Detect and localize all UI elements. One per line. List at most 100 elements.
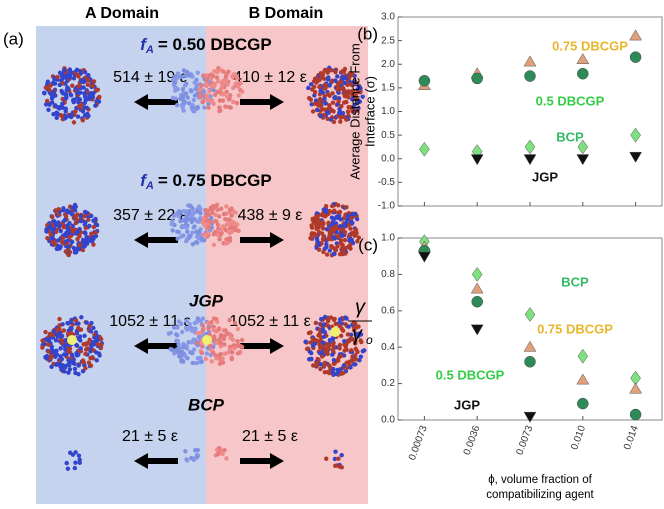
molecule-bead xyxy=(90,94,96,100)
marker xyxy=(471,266,483,282)
molecule-bead xyxy=(51,329,56,334)
molecule-bead xyxy=(57,323,62,328)
molecule-bead xyxy=(91,90,96,96)
molecule-bead xyxy=(175,229,180,234)
molecule-bead xyxy=(330,219,336,225)
molecule-bead xyxy=(344,99,349,105)
molecule-bead xyxy=(218,340,223,345)
molecule-bead xyxy=(197,229,202,234)
molecule-bead xyxy=(85,340,90,346)
molecule-bead xyxy=(225,94,230,100)
molecule-bead xyxy=(358,354,364,359)
marker xyxy=(629,382,643,394)
molecule-bead xyxy=(339,233,344,238)
molecule-bead xyxy=(334,224,339,229)
plot-area xyxy=(397,16,663,207)
molecule-bead xyxy=(337,464,342,469)
header: A Domain xyxy=(85,5,159,22)
molecule-bead xyxy=(318,103,323,108)
molecule-bead xyxy=(346,324,351,329)
molecule-bead xyxy=(78,338,83,343)
molecule-bead xyxy=(208,343,213,348)
molecule-bead xyxy=(220,92,226,97)
molecule-bead xyxy=(183,449,188,454)
marker xyxy=(417,251,431,263)
molecule-bead xyxy=(60,239,65,244)
molecule-bead xyxy=(200,327,206,333)
molecule-bead xyxy=(65,226,71,232)
molecule-bead xyxy=(229,213,234,218)
molecule-bead xyxy=(218,67,223,73)
molecule-bead xyxy=(311,363,316,368)
y-tick-label: 0.4 xyxy=(381,342,395,353)
molecule-bead xyxy=(357,99,363,104)
y-tick-label: 0.5 xyxy=(381,130,395,141)
molecule-bead xyxy=(353,93,358,98)
arrow-left xyxy=(134,94,178,110)
molecule-bead xyxy=(168,346,173,352)
molecule-bead xyxy=(73,370,78,376)
y-tick-label: 0.6 xyxy=(381,305,395,316)
molecule-bead xyxy=(235,326,241,332)
molecule-bead xyxy=(333,449,338,454)
molecule-bead xyxy=(82,69,88,75)
molecule-bead xyxy=(325,351,330,357)
molecule-bead xyxy=(356,235,362,240)
molecule-bead xyxy=(195,355,201,361)
molecule-bead xyxy=(344,204,349,210)
molecule-bead xyxy=(358,86,363,91)
molecule-bead xyxy=(69,112,74,117)
molecule-bead xyxy=(186,209,192,214)
molecule-bead xyxy=(324,110,330,115)
molecule-bead xyxy=(323,209,329,215)
molecule-bead xyxy=(66,244,71,249)
molecule-bead xyxy=(233,81,238,86)
molecule-bead xyxy=(83,366,88,371)
molecule-bead xyxy=(210,73,216,78)
molecule-bead xyxy=(91,325,96,331)
y-tick-label: -0.5 xyxy=(378,177,396,188)
molecule-bead xyxy=(321,112,327,117)
arrow-right xyxy=(240,453,284,469)
molecule-bead xyxy=(78,218,84,224)
molecule-bead xyxy=(317,331,322,337)
molecule-bead xyxy=(236,84,241,89)
molecule-bead xyxy=(331,227,337,233)
molecule-bead xyxy=(97,95,102,100)
molecule-bead xyxy=(70,83,75,88)
molecule-bead xyxy=(199,236,205,241)
molecule-bead xyxy=(350,220,355,226)
molecule-bead xyxy=(334,371,339,377)
molecule-bead xyxy=(319,231,325,236)
series-label: BCP xyxy=(556,129,584,144)
molecule-bead xyxy=(215,452,221,457)
molecule-bead xyxy=(343,315,348,320)
molecule-bead xyxy=(45,337,50,342)
molecule-bead xyxy=(313,320,319,326)
molecule-bead xyxy=(331,343,336,349)
molecule-bead xyxy=(235,339,240,344)
molecule-bead xyxy=(84,320,89,325)
molecule-bead xyxy=(224,71,229,76)
molecule-bead xyxy=(331,119,337,125)
molecule-bead xyxy=(349,89,355,94)
molecule-bead xyxy=(321,334,327,340)
molecule-bead xyxy=(318,316,324,322)
molecule-bead xyxy=(214,219,219,224)
molecule-bead xyxy=(95,333,100,339)
molecule-bead xyxy=(172,351,177,356)
molecule-bead xyxy=(349,332,354,338)
panel-label: (a) xyxy=(3,29,24,48)
molecule-bead xyxy=(191,347,197,352)
molecule-bead xyxy=(212,229,218,235)
molecule-bead xyxy=(85,77,91,83)
molecule-bead xyxy=(329,203,335,209)
molecule-bead xyxy=(342,80,347,86)
molecule-bead xyxy=(352,80,357,85)
molecule-bead xyxy=(310,343,316,349)
y-label-numerator: γ xyxy=(355,296,366,318)
molecule-bead xyxy=(335,244,340,249)
molecule-bead xyxy=(213,204,219,209)
marker xyxy=(418,75,431,87)
molecule-bead xyxy=(53,103,58,108)
